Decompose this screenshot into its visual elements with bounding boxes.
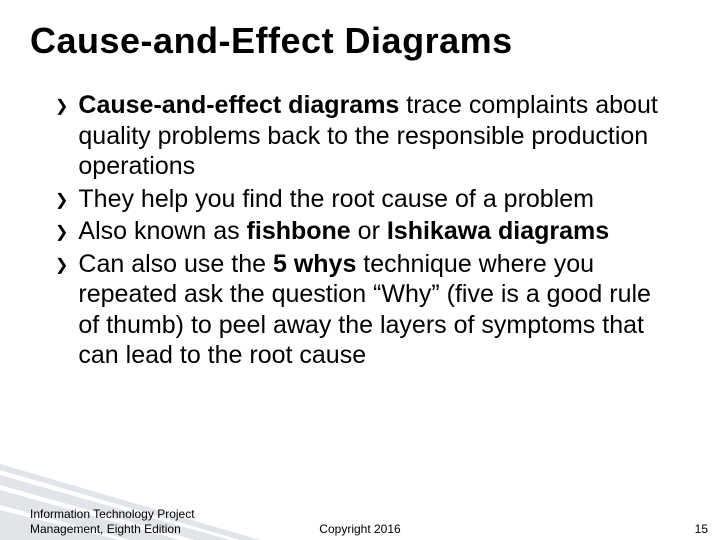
bullet-text: Cause-and-effect diagrams trace complain… (78, 90, 665, 182)
bullet-text: Can also use the 5 whys technique where … (78, 249, 665, 371)
slide: Cause-and-Effect Diagrams ❯ Cause-and-ef… (0, 0, 720, 540)
bullet-list: ❯ Cause-and-effect diagrams trace compla… (55, 90, 665, 373)
footer-source: Information Technology Project Managemen… (30, 507, 195, 536)
list-item: ❯ They help you find the root cause of a… (55, 184, 665, 215)
page-title: Cause-and-Effect Diagrams (30, 20, 513, 62)
list-item: ❯ Also known as fishbone or Ishikawa dia… (55, 216, 665, 247)
bullet-icon: ❯ (55, 222, 68, 242)
bullet-text: Also known as fishbone or Ishikawa diagr… (78, 216, 665, 247)
footer-copyright: Copyright 2016 (319, 522, 400, 536)
page-number: 15 (695, 522, 708, 536)
bullet-icon: ❯ (55, 190, 68, 210)
bullet-icon: ❯ (55, 255, 68, 275)
bullet-icon: ❯ (55, 96, 68, 116)
list-item: ❯ Can also use the 5 whys technique wher… (55, 249, 665, 371)
footer-source-line1: Information Technology Project (30, 507, 195, 521)
footer-source-line2: Management, Eighth Edition (30, 522, 181, 536)
list-item: ❯ Cause-and-effect diagrams trace compla… (55, 90, 665, 182)
bullet-text: They help you find the root cause of a p… (78, 184, 665, 215)
